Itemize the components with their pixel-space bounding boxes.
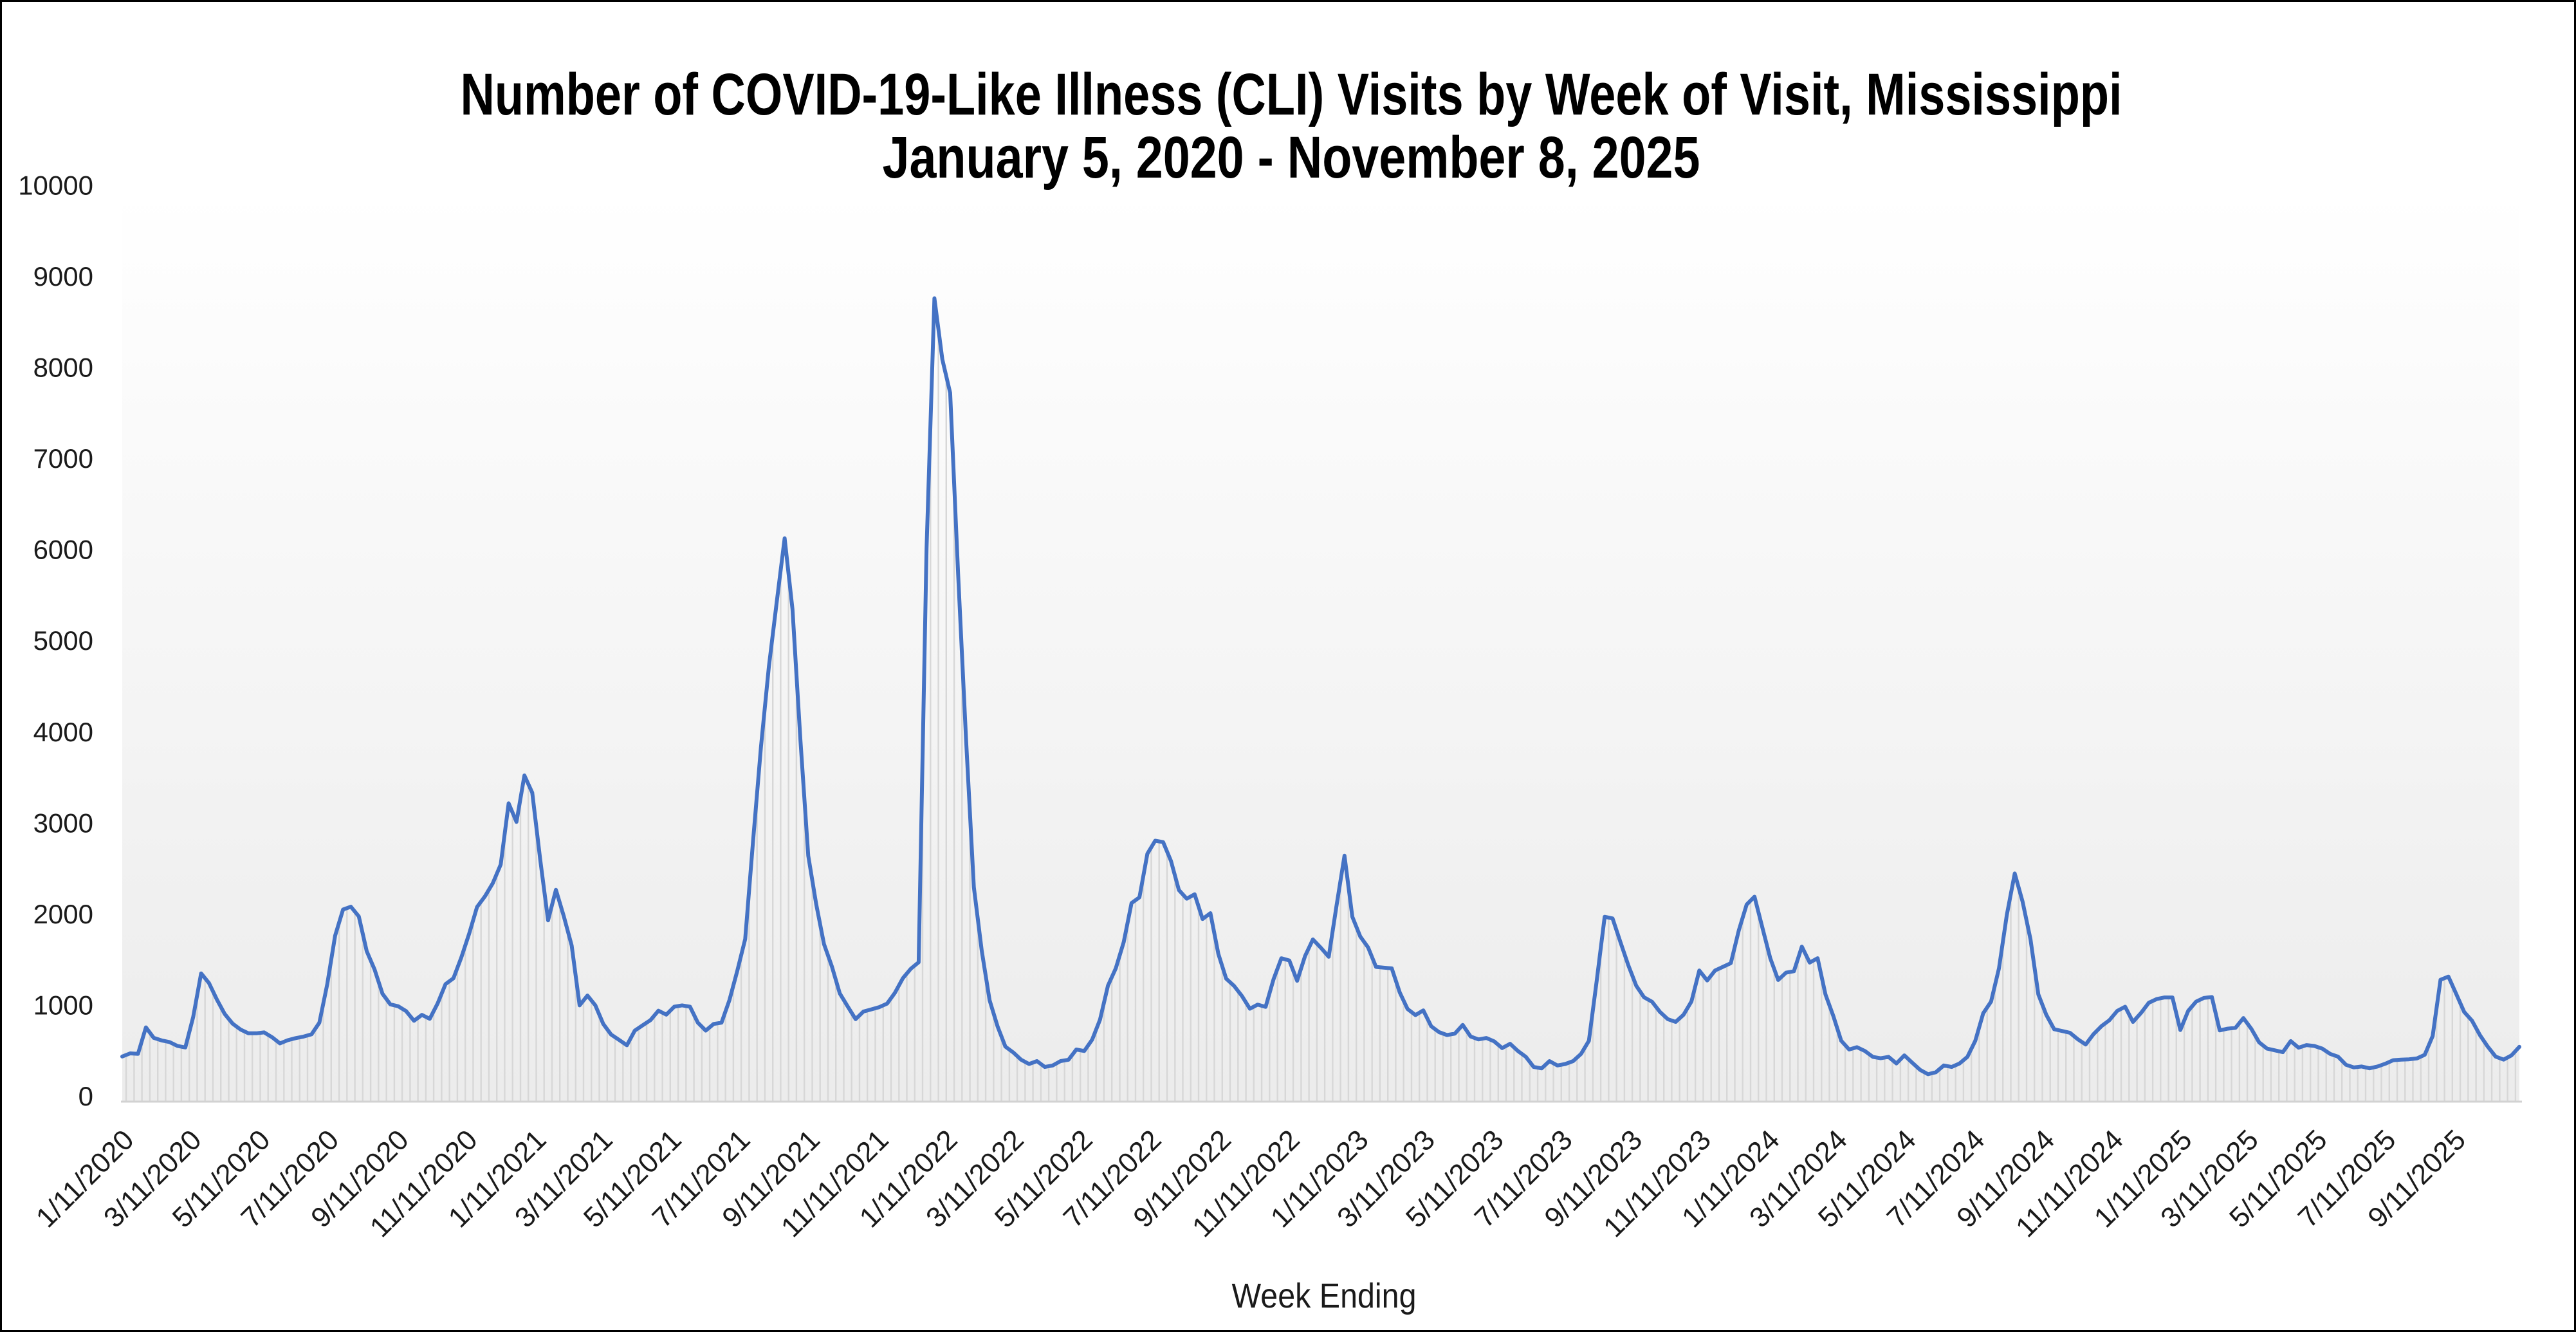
svg-text:8000: 8000	[33, 353, 93, 383]
svg-text:2000: 2000	[33, 899, 93, 929]
svg-text:Number of COVID-19-Like Illnes: Number of COVID-19-Like Illness (CLI) Vi…	[461, 62, 2122, 127]
svg-text:3000: 3000	[33, 808, 93, 838]
svg-text:0: 0	[78, 1081, 93, 1111]
svg-text:4000: 4000	[33, 717, 93, 747]
svg-text:Week Ending: Week Ending	[1232, 1277, 1417, 1315]
svg-text:5000: 5000	[33, 625, 93, 656]
svg-text:1000: 1000	[33, 990, 93, 1021]
svg-text:6000: 6000	[33, 535, 93, 565]
svg-text:7000: 7000	[33, 443, 93, 474]
svg-text:9000: 9000	[33, 261, 93, 291]
svg-text:10000: 10000	[18, 171, 93, 201]
svg-text:January 5, 2020 - November 8,: January 5, 2020 - November 8, 2025	[883, 125, 1700, 190]
